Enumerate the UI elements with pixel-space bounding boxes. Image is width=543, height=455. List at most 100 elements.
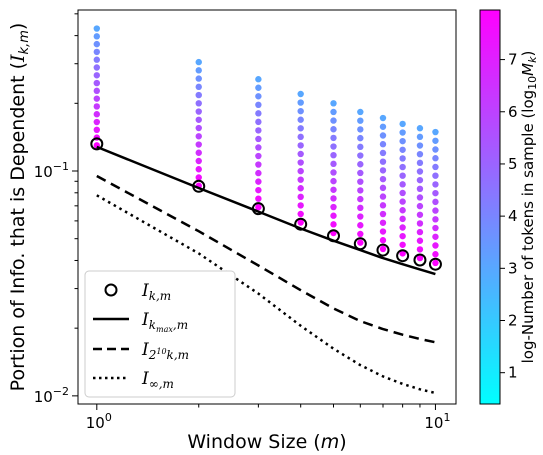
- scatter-point-m2-4: [195, 91, 202, 99]
- scatter-point-m9-3: [416, 150, 424, 158]
- scatter-point-m6-9: [357, 187, 364, 194]
- scatter-point-m7-7: [379, 175, 387, 183]
- x-tick-label: 100: [86, 411, 112, 432]
- scatter-point-m4-4: [297, 125, 304, 132]
- plot-frame: [77, 9, 457, 405]
- scatter-point-m4-12: [297, 193, 304, 201]
- colorbar: [479, 9, 501, 405]
- scatter-point-m2-5: [195, 100, 202, 107]
- scatter-point-m2-9: [195, 133, 202, 140]
- scatter-point-m2-13: [195, 166, 202, 173]
- scatter-point-m9-14: [416, 246, 424, 253]
- scatter-point-m2-14: [195, 174, 202, 181]
- scatter-point-m9-10: [416, 211, 424, 218]
- scatter-point-m1-6: [93, 72, 101, 79]
- scatter-point-m9-12: [416, 228, 424, 236]
- scatter-point-m9-13: [416, 237, 424, 244]
- scatter-point-m7-1: [379, 123, 387, 130]
- scatter-point-m4-9: [297, 167, 304, 175]
- legend-marker-circle: [104, 283, 118, 297]
- scatter-point-m4-7: [297, 150, 304, 158]
- scatter-point-m10-6: [432, 181, 439, 188]
- scatter-point-m5-6: [330, 151, 337, 159]
- series-line-solid: [96, 145, 436, 276]
- scatter-point-m4-10: [297, 176, 304, 183]
- scatter-point-m5-7: [330, 160, 337, 168]
- colorbar-tick-label: 7: [508, 51, 518, 69]
- scatter-point-m10-4: [432, 163, 439, 171]
- scatter-point-m10-13: [432, 242, 439, 249]
- scatter-point-m9-5: [416, 168, 424, 175]
- scatter-point-m10-2: [432, 146, 439, 153]
- scatter-point-m7-5: [379, 158, 387, 165]
- scatter-point-m8-2: [399, 137, 406, 145]
- scatter-point-m5-13: [330, 212, 337, 219]
- scatter-point-m4-5: [297, 133, 304, 141]
- scatter-point-m8-9: [399, 198, 406, 205]
- scatter-point-m2-6: [195, 108, 202, 115]
- scatter-point-m3-0: [255, 76, 262, 83]
- scatter-point-m6-2: [357, 126, 364, 133]
- scatter-point-m8-15: [399, 250, 406, 257]
- scatter-point-m5-11: [330, 195, 337, 202]
- scatter-point-m6-15: [357, 239, 364, 246]
- scatter-point-m7-9: [379, 193, 387, 200]
- scatter-point-m5-3: [330, 126, 337, 133]
- scatter-point-m5-4: [330, 134, 337, 142]
- x-axis-label: Window Size (m): [187, 431, 346, 453]
- legend: Ik,m Ikmax,m I210k,m I∞,m: [84, 270, 236, 398]
- y-tick-label: 10−2: [34, 385, 69, 406]
- open-circle-m5: [327, 229, 341, 243]
- open-circle-m7: [376, 243, 390, 257]
- scatter-point-m8-10: [399, 207, 406, 214]
- scatter-point-m6-0: [357, 108, 364, 116]
- scatter-point-m8-7: [399, 181, 406, 188]
- scatter-point-m3-10: [255, 161, 262, 168]
- scatter-point-m3-4: [255, 110, 262, 117]
- colorbar-tick-label: 3: [508, 259, 518, 277]
- scatter-point-m1-8: [93, 87, 101, 95]
- scatter-point-m1-11: [93, 111, 101, 118]
- scatter-point-m6-11: [357, 204, 364, 212]
- colorbar-tick-label: 1: [508, 364, 518, 382]
- scatter-point-m9-7: [416, 185, 424, 193]
- scatter-point-m9-4: [416, 159, 424, 167]
- scatter-point-m3-11: [255, 169, 262, 177]
- scatter-point-m8-11: [399, 215, 406, 223]
- scatter-point-m7-11: [379, 210, 387, 218]
- scatter-point-m8-6: [399, 172, 406, 179]
- scatter-point-m1-4: [93, 56, 101, 63]
- scatter-point-m7-4: [379, 149, 387, 157]
- scatter-point-m9-11: [416, 220, 424, 227]
- scatter-point-m3-15: [255, 204, 262, 211]
- scatter-point-m10-5: [432, 172, 439, 179]
- open-circle-m10: [428, 257, 442, 271]
- scatter-point-m7-15: [379, 245, 387, 253]
- scatter-point-m8-1: [399, 129, 406, 136]
- scatter-point-m1-1: [93, 33, 101, 40]
- scatter-point-m9-15: [416, 254, 424, 262]
- scatter-point-m7-2: [379, 132, 387, 139]
- scatter-point-m3-1: [255, 84, 262, 91]
- scatter-point-m3-14: [255, 195, 262, 202]
- scatter-point-m3-13: [255, 186, 262, 194]
- legend-label: I210k,m: [141, 340, 189, 362]
- scatter-point-m5-1: [330, 108, 337, 116]
- y-axis-label: Portion of Info. that is Dependent (Ik,m…: [7, 23, 32, 392]
- scatter-point-m10-14: [432, 251, 439, 258]
- colorbar-tick-label: 6: [508, 103, 518, 121]
- scatter-point-m4-15: [297, 219, 304, 226]
- scatter-point-m6-10: [357, 195, 364, 203]
- scatter-point-m2-3: [195, 83, 202, 91]
- scatter-point-m10-15: [432, 259, 439, 267]
- scatter-point-m5-14: [330, 221, 337, 228]
- scatter-point-m9-8: [416, 194, 424, 201]
- open-circle-m8: [396, 249, 410, 263]
- scatter-point-m3-2: [255, 93, 262, 100]
- scatter-point-m2-1: [195, 67, 202, 74]
- scatter-point-m4-1: [297, 99, 304, 106]
- scatter-point-m10-7: [432, 189, 439, 197]
- scatter-point-m7-13: [379, 228, 387, 235]
- colorbar-tick-label: 5: [508, 155, 518, 173]
